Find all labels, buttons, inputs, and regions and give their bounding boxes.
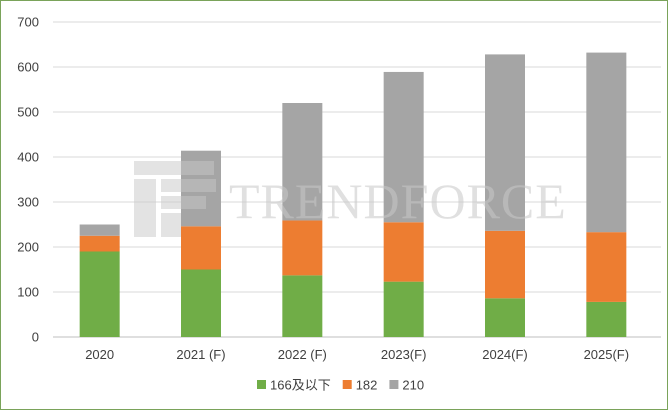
bar-segment [282, 275, 323, 337]
y-axis: 0 100 200 300 400 500 600 700 [17, 15, 39, 345]
bar-segment [383, 71, 424, 223]
x-tick-label: 2024(F) [482, 347, 528, 362]
bar-segment [485, 298, 525, 337]
bar-segment [586, 232, 627, 302]
trendforce-logo-icon [134, 161, 216, 237]
x-tick-label: 2022 (F) [278, 347, 327, 362]
legend-swatch [257, 380, 266, 389]
y-tick-label: 200 [17, 240, 39, 255]
bar-segment [586, 301, 627, 337]
legend-swatch [342, 380, 352, 389]
legend-label: 166及以下 [270, 378, 331, 393]
bar-segment [485, 54, 525, 231]
legend-swatch [389, 380, 399, 389]
bar-segment [485, 230, 525, 299]
bar-segment [383, 222, 424, 282]
bar-segment [586, 52, 627, 233]
bar-segment [79, 224, 120, 236]
legend-label: 210 [402, 378, 424, 393]
y-tick-label: 400 [17, 150, 39, 165]
legend: 166及以下 182 210 [257, 378, 424, 393]
x-tick-label: 2021 (F) [176, 347, 225, 362]
bar-segment [282, 220, 323, 276]
bar-segment [79, 235, 120, 252]
y-tick-label: 0 [32, 330, 39, 345]
y-tick-label: 100 [17, 285, 39, 300]
x-tick-label: 2020 [85, 347, 114, 362]
legend-label: 182 [356, 378, 378, 393]
x-tick-label: 2025(F) [584, 347, 630, 362]
y-tick-label: 700 [17, 15, 39, 30]
trendforce-watermark: TRENDFORCE [134, 161, 567, 237]
x-tick-label: 2023(F) [381, 347, 427, 362]
bar-segment [181, 269, 221, 337]
watermark-text: TRENDFORCE [229, 173, 567, 229]
bars [79, 52, 627, 337]
bar-segment [282, 103, 323, 221]
bar-segment [181, 226, 221, 270]
bar-segment [79, 251, 120, 337]
bar-segment [383, 281, 424, 337]
x-axis: 2020 2021 (F) 2022 (F) 2023(F) 2024(F) 2025(F… [85, 347, 629, 362]
y-tick-label: 500 [17, 105, 39, 120]
y-tick-label: 600 [17, 60, 39, 75]
y-tick-label: 300 [17, 195, 39, 210]
